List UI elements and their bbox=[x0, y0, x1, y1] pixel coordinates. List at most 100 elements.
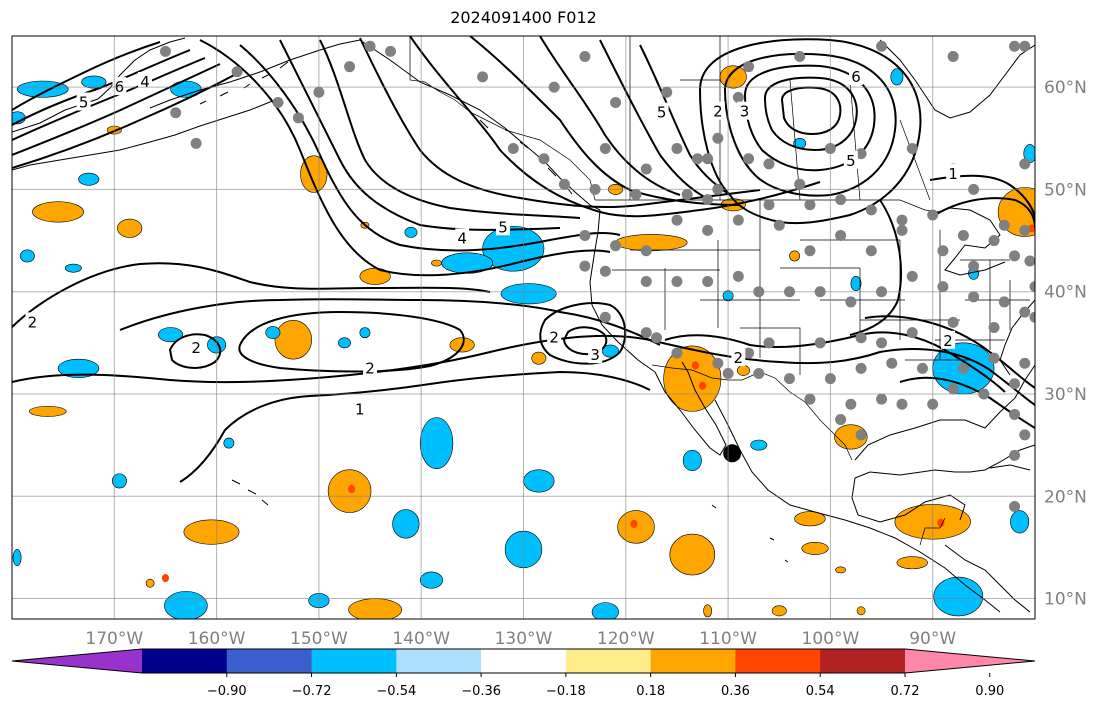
contour-label: 5 bbox=[79, 93, 89, 111]
observation-point bbox=[937, 245, 949, 257]
colorbar-tick-label: −0.72 bbox=[292, 684, 332, 699]
coastline-alaska-peninsula bbox=[149, 39, 361, 109]
observation-point bbox=[968, 291, 980, 303]
longitude-label: 130°W bbox=[495, 629, 553, 649]
contour-label: 6 bbox=[851, 68, 861, 86]
latitude-label: 50°N bbox=[1044, 180, 1087, 200]
observation-point bbox=[732, 91, 744, 103]
colorbar-high-extend bbox=[905, 649, 1035, 673]
negative-anomaly-patch bbox=[591, 602, 619, 619]
positive-anomaly-patch bbox=[431, 259, 442, 267]
negative-anomaly-patch bbox=[682, 449, 702, 471]
contour-line-1-south bbox=[179, 370, 651, 483]
observation-point bbox=[640, 327, 652, 339]
contour-line-ridge-2 bbox=[539, 36, 681, 196]
negative-anomaly-patch bbox=[419, 417, 454, 469]
strong-anomaly-spot bbox=[691, 361, 699, 370]
contour-label: 3 bbox=[590, 346, 600, 364]
observation-point bbox=[630, 189, 642, 201]
coastline-great-lakes bbox=[929, 207, 1006, 276]
contour-label-background bbox=[496, 217, 511, 236]
latitude-label: 10°N bbox=[1044, 590, 1087, 610]
longitude-label: 140°W bbox=[392, 629, 450, 649]
observation-point bbox=[190, 137, 202, 149]
observation-point bbox=[835, 414, 847, 426]
contour-label-background bbox=[848, 66, 863, 85]
negative-anomaly-patch bbox=[223, 437, 235, 449]
negative-anomaly-patch bbox=[404, 226, 418, 238]
observation-point bbox=[855, 148, 867, 160]
colorbar-segment bbox=[735, 649, 821, 673]
negative-anomaly-patch bbox=[338, 337, 351, 349]
colorbar-low-extend bbox=[12, 649, 142, 673]
observation-point bbox=[886, 357, 898, 369]
negative-anomaly-patch bbox=[359, 327, 371, 339]
observation-point bbox=[865, 245, 877, 257]
observation-point bbox=[865, 204, 877, 216]
contour-line-aleutian-3 bbox=[12, 63, 221, 156]
observation-point bbox=[896, 214, 908, 226]
colorbar-tick-label: −0.90 bbox=[207, 684, 247, 699]
positive-anomaly-patch bbox=[300, 155, 328, 193]
observation-point bbox=[906, 270, 918, 282]
observation-point bbox=[650, 332, 662, 344]
colorbar-outline bbox=[11, 648, 1036, 674]
colorbar-tick-label: 0.90 bbox=[975, 684, 1004, 699]
map-frame bbox=[11, 35, 1036, 620]
positive-anomaly-patch bbox=[703, 604, 713, 618]
observation-point bbox=[691, 153, 703, 165]
colorbar-tick-label: 0.36 bbox=[721, 684, 750, 699]
contour-label: 2 bbox=[28, 313, 38, 331]
contour-label-background bbox=[737, 101, 752, 120]
observation-point bbox=[671, 143, 683, 155]
positive-anomaly-patch bbox=[274, 320, 313, 360]
colorbar bbox=[11, 648, 1036, 674]
observation-point bbox=[855, 362, 867, 374]
observation-point bbox=[783, 373, 795, 385]
strong-anomaly-spot bbox=[630, 519, 638, 528]
contour-label: 2 bbox=[549, 329, 559, 347]
coastline-aleutians bbox=[12, 99, 276, 171]
observation-point bbox=[845, 398, 857, 410]
location-marker-dot bbox=[723, 444, 742, 463]
observation-point bbox=[988, 352, 1000, 364]
observation-point bbox=[947, 50, 959, 62]
contour-label-background bbox=[25, 312, 40, 331]
observation-point bbox=[1009, 449, 1021, 461]
colorbar-tick-label: −0.18 bbox=[546, 684, 586, 699]
observation-point bbox=[1019, 306, 1031, 318]
observation-point bbox=[671, 214, 683, 226]
negative-anomaly-patch bbox=[1010, 510, 1030, 534]
coastline-central-america bbox=[944, 544, 1031, 613]
contour-label: 5 bbox=[498, 218, 508, 236]
observation-point bbox=[743, 153, 755, 165]
coastlines bbox=[12, 37, 1035, 613]
positive-anomaly-patch bbox=[32, 201, 84, 223]
contour-label: 2 bbox=[191, 339, 201, 357]
negative-anomaly-patch bbox=[164, 591, 208, 619]
observation-point bbox=[507, 143, 519, 155]
contour-label: 5 bbox=[846, 152, 856, 170]
contour-line-east-trough bbox=[849, 199, 902, 336]
observation-point bbox=[599, 265, 611, 277]
colorbar-tick-label: 0.54 bbox=[806, 684, 835, 699]
strong-anomaly-spot bbox=[348, 485, 356, 494]
coastline-west-coast bbox=[589, 209, 656, 373]
contour-line-trough-3 bbox=[319, 39, 581, 219]
contour-line-1-pacific bbox=[12, 334, 1035, 406]
contour-line-aleutian-1 bbox=[12, 49, 191, 126]
contour-label: 3 bbox=[740, 103, 750, 121]
contour-line-2-gulf bbox=[899, 376, 1035, 429]
contour-label-background bbox=[189, 337, 204, 356]
contour-label: 5 bbox=[657, 104, 667, 122]
observation-point bbox=[1029, 281, 1035, 293]
contour-line-2-small bbox=[168, 333, 222, 369]
observation-point bbox=[661, 86, 673, 98]
observation-point bbox=[292, 112, 304, 124]
observation-point bbox=[947, 383, 959, 395]
contour-label-background bbox=[363, 358, 378, 377]
contour-line-ridge-3 bbox=[599, 39, 711, 201]
map-title: 2024091400 F012 bbox=[450, 8, 597, 27]
observation-point bbox=[671, 347, 683, 359]
observation-point bbox=[835, 194, 847, 206]
